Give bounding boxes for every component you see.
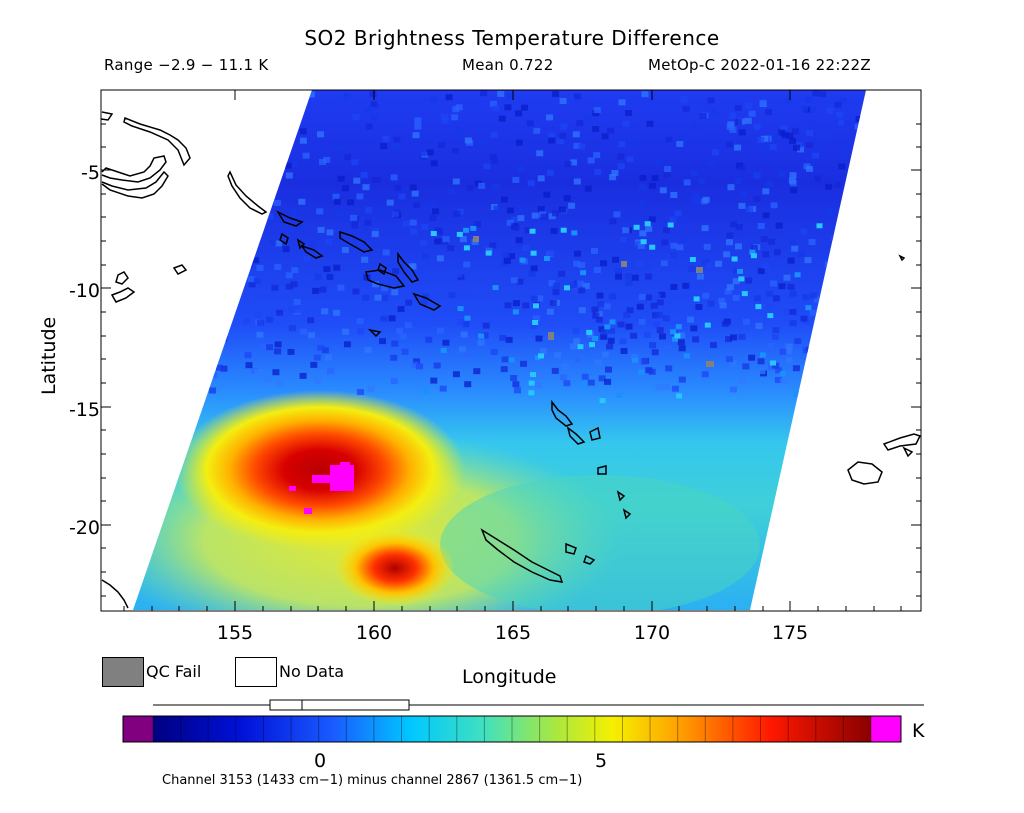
boxplot-box [269, 699, 410, 711]
satellite-label: MetOp-C 2022-01-16 22:22Z [648, 56, 871, 74]
colorbar-under [123, 716, 153, 742]
colorbar-tick-label: 5 [594, 750, 608, 772]
mean-label: Mean 0.722 [462, 56, 554, 74]
x-tick-label: 175 [771, 622, 809, 644]
x-tick-label: 165 [494, 622, 532, 644]
qc-fail-pixel [696, 267, 703, 273]
qc-fail-pixel [621, 261, 627, 267]
colorbar-unit: K [912, 720, 925, 742]
no-data-swatch [235, 657, 277, 687]
y-tick-label: -15 [68, 399, 100, 421]
x-tick-label: 160 [355, 622, 393, 644]
x-tick-marks [123, 90, 902, 611]
data-swath [133, 90, 866, 610]
colorbar-over [871, 716, 901, 742]
coastlines [100, 111, 922, 609]
qc-fail-label: QC Fail [146, 662, 202, 681]
y-axis-label: Latitude [38, 316, 60, 395]
x-tick-label: 170 [633, 622, 671, 644]
y-tick-label: -5 [81, 162, 100, 184]
colorbar-tick-label: 0 [313, 750, 327, 772]
qc-fail-swatch [102, 657, 144, 687]
qc-fail-pixel [706, 361, 714, 367]
range-label: Range −2.9 − 11.1 K [104, 56, 269, 74]
x-axis-label: Longitude [462, 666, 557, 688]
plot-frame [100, 89, 922, 612]
y-tick-label: -20 [68, 517, 100, 539]
y-tick-label: -10 [68, 280, 100, 302]
y-tick-marks [101, 123, 921, 597]
map-title: SO2 Brightness Temperature Difference [304, 26, 720, 50]
qc-fail-pixel [473, 236, 479, 242]
no-data-label: No Data [279, 662, 345, 681]
colorbar-caption: Channel 3153 (1433 cm−1) minus channel 2… [162, 773, 583, 788]
qc-fail-pixel [548, 332, 554, 340]
colorbar [122, 699, 924, 743]
x-tick-label: 155 [216, 622, 254, 644]
colorbar-gradient [153, 716, 871, 742]
